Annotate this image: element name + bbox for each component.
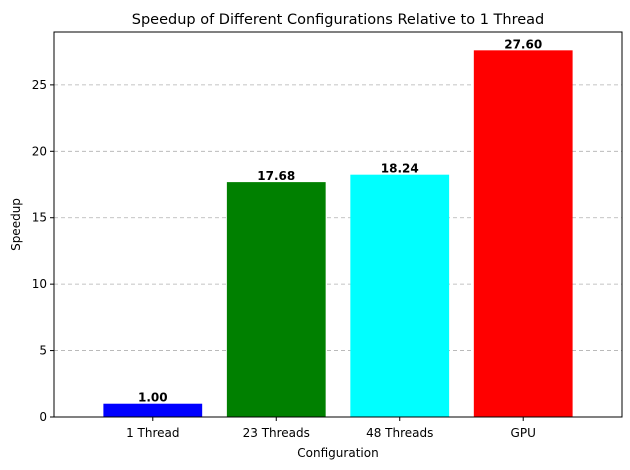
bar-value-label: 27.60 (504, 37, 542, 51)
bar (226, 182, 326, 417)
bars (103, 50, 573, 417)
y-axis-label: Speedup (9, 198, 23, 251)
x-tick-label: GPU (511, 426, 536, 440)
bar (103, 403, 203, 417)
bar (350, 174, 450, 417)
y-tick-label: 15 (32, 211, 47, 225)
y-tick-label: 5 (39, 344, 47, 358)
bar-value-labels: 1.00 17.68 18.24 27.60 (138, 37, 542, 404)
x-tick-label: 1 Thread (126, 426, 179, 440)
gridlines (54, 84, 622, 351)
bar-value-label: 1.00 (138, 391, 168, 405)
bar-value-label: 18.24 (381, 162, 419, 176)
bar (473, 50, 573, 417)
plot-frame (53, 31, 623, 418)
x-axis-label: Configuration (297, 446, 378, 460)
y-tick-label: 10 (32, 277, 47, 291)
x-tick-label: 48 Threads (366, 426, 433, 440)
x-tick-label: 23 Threads (243, 426, 310, 440)
y-tick-label: 20 (32, 144, 47, 158)
x-axis-ticks: 1 Thread 23 Threads 48 Threads GPU (126, 417, 536, 440)
chart-title: Speedup of Different Configurations Rela… (132, 12, 544, 28)
y-axis-ticks: 0 5 10 15 20 25 (32, 78, 54, 424)
y-tick-label: 0 (39, 410, 47, 424)
bar-value-label: 17.68 (257, 169, 295, 183)
y-tick-label: 25 (32, 78, 47, 92)
